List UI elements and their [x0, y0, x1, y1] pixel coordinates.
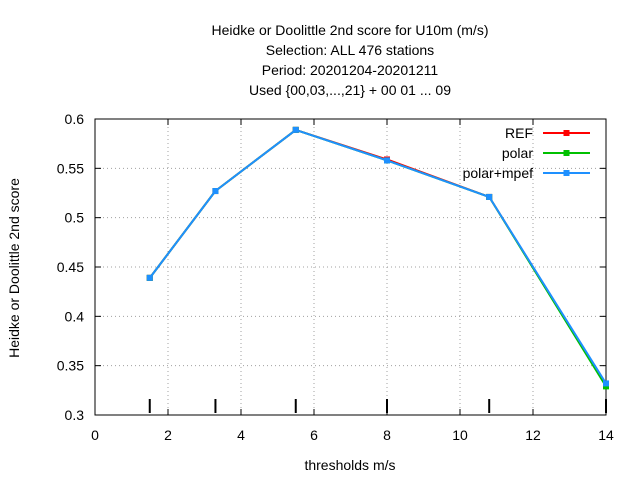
y-tick-label: 0.5: [65, 210, 85, 226]
series-line: [149, 128, 607, 384]
y-tick-label: 0.55: [57, 160, 84, 176]
title-line: Heidke or Doolittle 2nd score for U10m (…: [212, 22, 489, 38]
legend: REF polar polar+mpef: [463, 125, 590, 181]
x-tick-label: 10: [452, 427, 468, 443]
series-point: [212, 188, 219, 195]
x-axis-label: thresholds m/s: [304, 457, 395, 473]
x-tick-label: 4: [237, 427, 245, 443]
title-line: Selection: ALL 476 stations: [266, 42, 434, 58]
y-tick-label: 0.45: [57, 259, 84, 275]
x-tick-label: 6: [310, 427, 318, 443]
y-tick-label: 0.6: [65, 111, 85, 127]
legend-marker: [563, 150, 570, 156]
title-line: Period: 20201204-20201211: [262, 62, 439, 78]
y-tick-label: 0.35: [57, 358, 84, 374]
y-tick-label: 0.3: [65, 407, 85, 423]
x-tick-label: 2: [164, 427, 172, 443]
chart-title: Heidke or Doolittle 2nd score for U10m (…: [212, 22, 489, 98]
y-axis-label: Heidke or Doolittle 2nd score: [6, 178, 22, 358]
legend-label: polar: [502, 145, 533, 161]
series-point: [486, 193, 493, 200]
y-tick-label: 0.4: [65, 308, 85, 324]
title-line: Used {00,03,...,21} + 00 01 ... 09: [249, 82, 451, 98]
series-point: [146, 274, 153, 281]
x-tick-label: 8: [383, 427, 391, 443]
x-tick-label: 14: [598, 427, 614, 443]
series-point: [292, 126, 299, 133]
series: [146, 126, 609, 390]
legend-marker: [563, 170, 570, 176]
x-tick-label: 12: [525, 427, 541, 443]
legend-marker: [563, 130, 570, 136]
series-point: [603, 380, 609, 387]
axes: 0 2 4 6 8 10 12 14 0.3 0.35 0.4 0.45 0.5 0.55 0.6: [57, 111, 614, 443]
series-point: [384, 157, 390, 164]
x-tick-label: 0: [91, 427, 99, 443]
legend-label: REF: [505, 125, 533, 141]
legend-label: polar+mpef: [463, 165, 534, 181]
